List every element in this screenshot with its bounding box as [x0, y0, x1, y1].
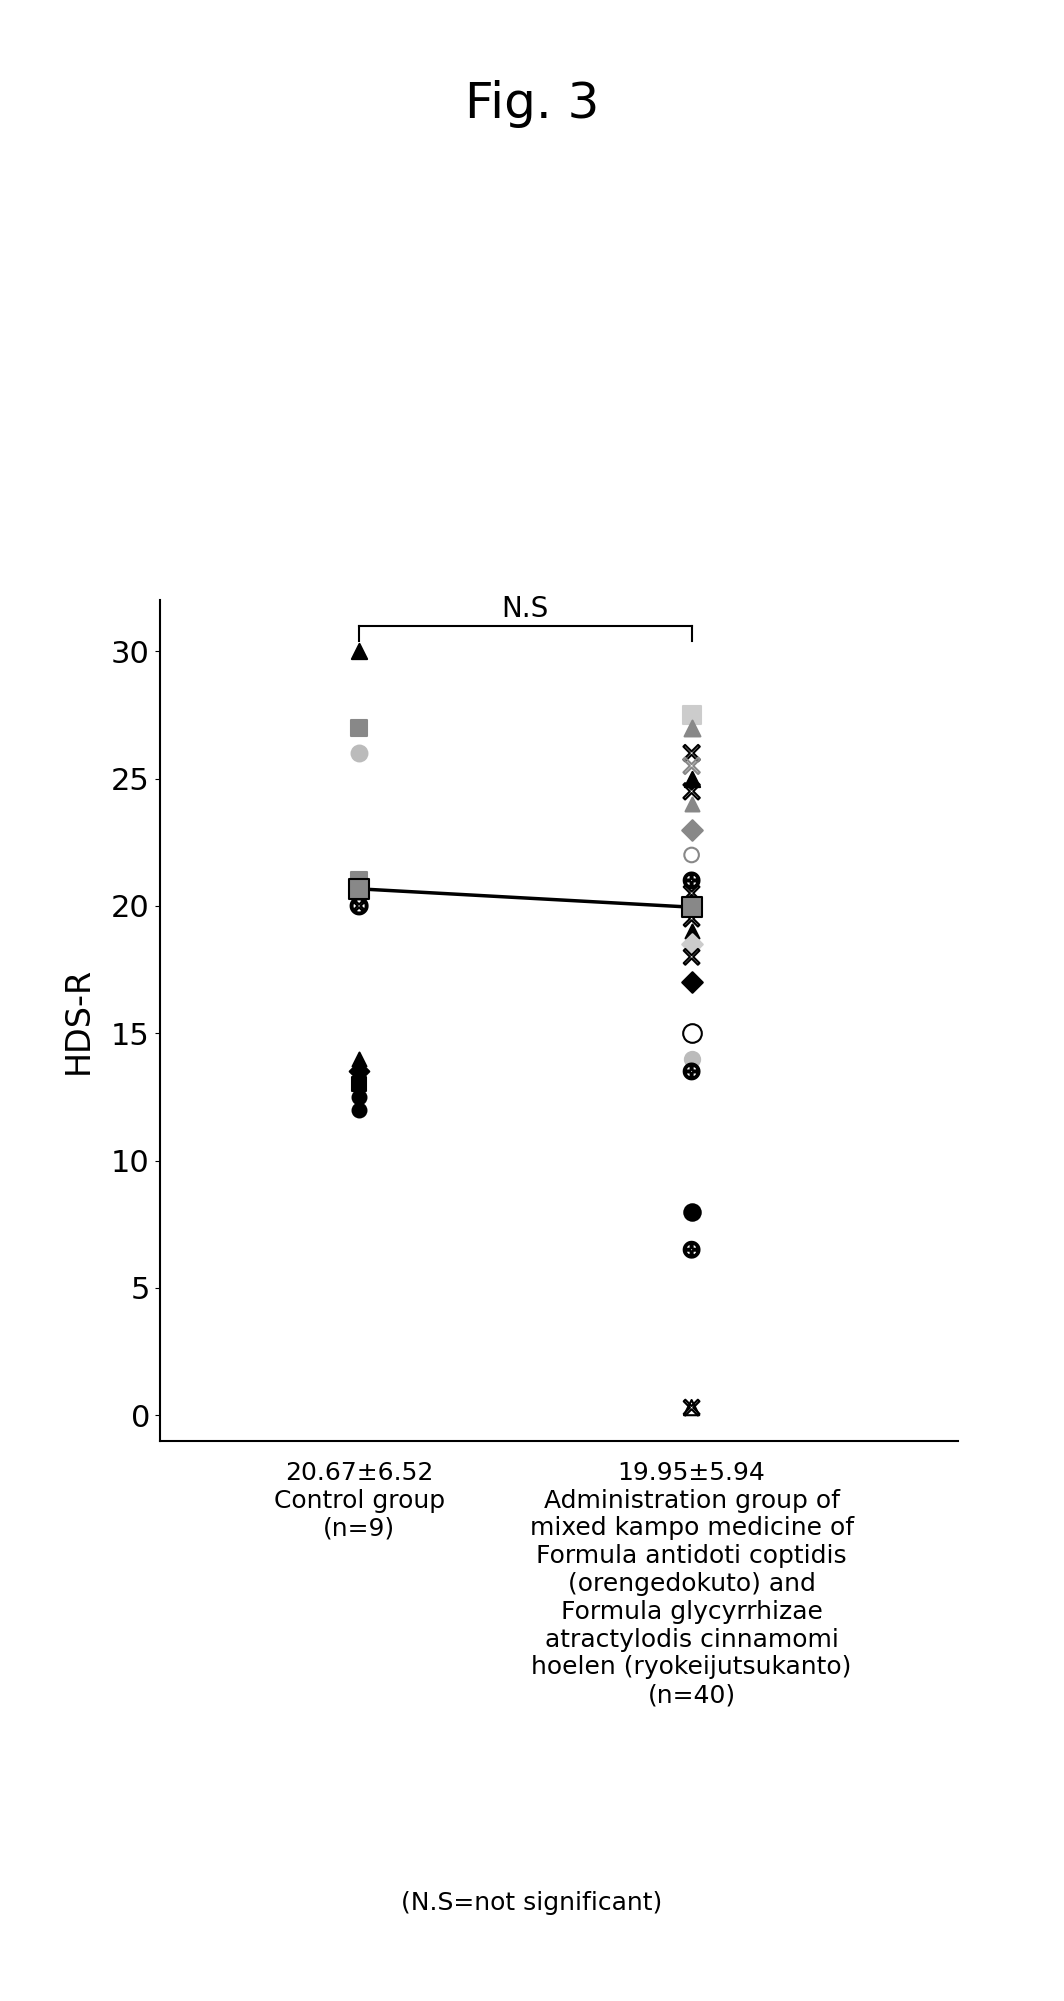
- Point: [683, 1043, 700, 1075]
- Point: [683, 1195, 700, 1227]
- Point: [683, 1391, 700, 1423]
- Point: [683, 902, 700, 934]
- Point: [350, 814, 368, 846]
- Text: 19.95±5.94
Administration group of
mixed kampo medicine of
Formula antidoti copt: 19.95±5.94 Administration group of mixed…: [530, 1461, 853, 1707]
- Point: [683, 864, 700, 896]
- Point: [683, 876, 700, 908]
- Point: [683, 750, 700, 782]
- Text: N.S: N.S: [502, 594, 549, 622]
- Point: [683, 1391, 700, 1423]
- Point: [683, 1069, 700, 1101]
- Point: [350, 1055, 368, 1087]
- Text: Fig. 3: Fig. 3: [465, 80, 599, 128]
- Point: [683, 1055, 700, 1087]
- Text: (N.S=not significant): (N.S=not significant): [401, 1891, 663, 1915]
- Point: [350, 890, 368, 922]
- Point: [350, 864, 368, 896]
- Point: [683, 890, 700, 922]
- Point: [683, 712, 700, 744]
- Text: 20.67±6.52
Control group
(n=9): 20.67±6.52 Control group (n=9): [273, 1461, 445, 1541]
- Point: [350, 1069, 368, 1101]
- Point: [683, 736, 700, 768]
- Point: [350, 1043, 368, 1075]
- Point: [683, 814, 700, 846]
- Point: [350, 872, 368, 904]
- Point: [683, 1017, 700, 1049]
- Point: [350, 1095, 368, 1127]
- Point: [683, 890, 700, 922]
- Point: [350, 634, 368, 666]
- Point: [350, 712, 368, 744]
- Point: [683, 940, 700, 972]
- Point: [683, 788, 700, 820]
- Point: [683, 762, 700, 794]
- Point: [350, 736, 368, 768]
- Point: [683, 774, 700, 806]
- Point: [350, 1081, 368, 1113]
- Point: [683, 928, 700, 960]
- Point: [683, 698, 700, 730]
- Point: [683, 966, 700, 998]
- Point: [683, 1235, 700, 1267]
- Point: [683, 914, 700, 946]
- Point: [683, 838, 700, 870]
- Y-axis label: HDS-R: HDS-R: [62, 966, 95, 1075]
